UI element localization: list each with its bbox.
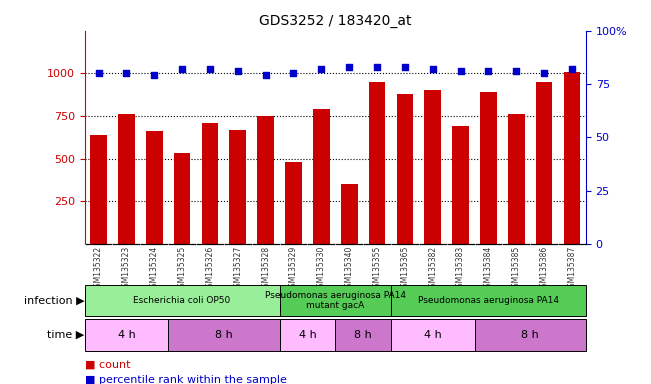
FancyBboxPatch shape: [279, 285, 391, 316]
FancyBboxPatch shape: [335, 319, 391, 351]
Text: 4 h: 4 h: [118, 330, 135, 340]
Point: [316, 66, 327, 72]
FancyBboxPatch shape: [391, 319, 475, 351]
Text: GSM135355: GSM135355: [372, 246, 381, 292]
Text: GSM135327: GSM135327: [233, 246, 242, 292]
FancyBboxPatch shape: [475, 319, 586, 351]
FancyBboxPatch shape: [85, 319, 168, 351]
Bar: [452, 126, 469, 244]
Text: 4 h: 4 h: [299, 330, 316, 340]
Text: Escherichia coli OP50: Escherichia coli OP50: [133, 296, 230, 305]
Bar: [396, 94, 413, 244]
Text: 4 h: 4 h: [424, 330, 441, 340]
Title: GDS3252 / 183420_at: GDS3252 / 183420_at: [259, 14, 411, 28]
Text: GSM135330: GSM135330: [317, 246, 326, 292]
Bar: [146, 131, 163, 244]
Point: [204, 66, 215, 72]
FancyBboxPatch shape: [279, 319, 335, 351]
Point: [288, 70, 299, 76]
Point: [483, 68, 493, 74]
Point: [400, 64, 410, 70]
Bar: [313, 109, 329, 244]
Text: GSM135329: GSM135329: [289, 246, 298, 292]
Text: 8 h: 8 h: [521, 330, 539, 340]
Text: ■ percentile rank within the sample: ■ percentile rank within the sample: [85, 375, 286, 384]
FancyBboxPatch shape: [168, 319, 279, 351]
Text: GSM135387: GSM135387: [568, 246, 577, 292]
Point: [456, 68, 466, 74]
Point: [177, 66, 187, 72]
Bar: [564, 72, 580, 244]
Text: GSM135386: GSM135386: [540, 246, 549, 292]
Text: GSM135325: GSM135325: [178, 246, 187, 292]
Point: [567, 66, 577, 72]
Point: [260, 73, 271, 79]
Text: GSM135382: GSM135382: [428, 246, 437, 292]
Point: [93, 70, 104, 76]
Text: GSM135340: GSM135340: [344, 246, 353, 292]
FancyBboxPatch shape: [391, 285, 586, 316]
Bar: [424, 90, 441, 244]
Text: GSM135323: GSM135323: [122, 246, 131, 292]
Bar: [536, 82, 553, 244]
Bar: [118, 114, 135, 244]
FancyBboxPatch shape: [85, 285, 279, 316]
Text: Pseudomonas aeruginosa PA14: Pseudomonas aeruginosa PA14: [418, 296, 559, 305]
Point: [428, 66, 438, 72]
Text: GSM135365: GSM135365: [400, 246, 409, 292]
Text: Pseudomonas aeruginosa PA14
mutant gacA: Pseudomonas aeruginosa PA14 mutant gacA: [265, 291, 406, 310]
Text: GSM135385: GSM135385: [512, 246, 521, 292]
Text: 8 h: 8 h: [215, 330, 233, 340]
Bar: [257, 116, 274, 244]
Point: [232, 68, 243, 74]
Point: [149, 73, 159, 79]
Point: [344, 64, 354, 70]
Bar: [480, 92, 497, 244]
Text: infection ▶: infection ▶: [24, 295, 85, 306]
Text: GSM135322: GSM135322: [94, 246, 103, 292]
Bar: [341, 184, 357, 244]
Text: GSM135384: GSM135384: [484, 246, 493, 292]
Bar: [174, 154, 191, 244]
Bar: [90, 135, 107, 244]
Text: GSM135326: GSM135326: [206, 246, 214, 292]
Point: [539, 70, 549, 76]
Text: ■ count: ■ count: [85, 360, 130, 370]
Bar: [508, 114, 525, 244]
Point: [121, 70, 132, 76]
Point: [372, 64, 382, 70]
Text: 8 h: 8 h: [354, 330, 372, 340]
Text: GSM135324: GSM135324: [150, 246, 159, 292]
Text: GSM135328: GSM135328: [261, 246, 270, 292]
Text: time ▶: time ▶: [48, 330, 85, 340]
Bar: [285, 162, 302, 244]
Text: GSM135383: GSM135383: [456, 246, 465, 292]
Point: [511, 68, 521, 74]
Bar: [368, 82, 385, 244]
Bar: [229, 130, 246, 244]
Bar: [202, 123, 218, 244]
